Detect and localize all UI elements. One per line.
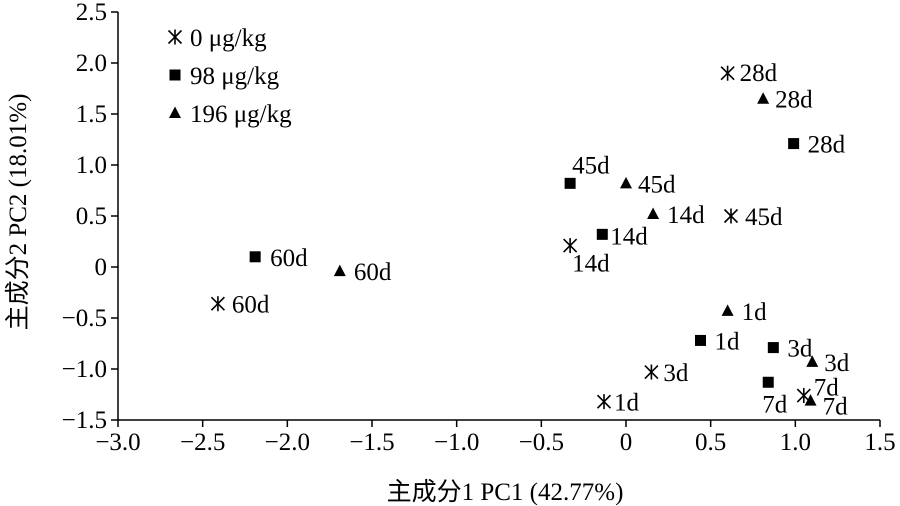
y-axis-title: 主成分2 PC2 (18.01%) bbox=[4, 94, 32, 331]
x-axis-title: 主成分1 PC1 (42.77%) bbox=[387, 478, 624, 506]
legend-item: 196 μg/kg bbox=[169, 101, 292, 128]
square-point bbox=[564, 177, 576, 189]
point-label: 3d bbox=[663, 360, 689, 387]
point-label: 7d bbox=[762, 391, 788, 418]
legend-item: 0 μg/kg bbox=[167, 25, 267, 52]
square-point bbox=[249, 251, 261, 263]
point-label: 28d bbox=[808, 132, 846, 159]
x-tick-label: 1.5 bbox=[864, 429, 895, 456]
square-point bbox=[767, 342, 779, 354]
asterisk-point bbox=[210, 296, 225, 312]
x-tick-label: −3.0 bbox=[95, 429, 140, 456]
legend-asterisk-marker bbox=[167, 29, 183, 45]
square-point bbox=[788, 138, 800, 150]
point-label: 14d bbox=[667, 202, 705, 229]
square-marker-shape bbox=[788, 138, 800, 150]
x-tick-label: −2.0 bbox=[265, 429, 310, 456]
x-tick-label: 0 bbox=[620, 429, 633, 456]
legend-item: 98 μg/kg bbox=[169, 63, 280, 90]
square-marker-shape bbox=[695, 334, 707, 346]
x-tick-label: 1.0 bbox=[780, 429, 811, 456]
triangle-point bbox=[333, 264, 346, 277]
triangle-marker-shape bbox=[721, 304, 734, 316]
y-tick-label: 1.0 bbox=[76, 152, 107, 179]
point-label: 28d bbox=[775, 87, 813, 114]
point-label: 14d bbox=[610, 223, 648, 250]
square-marker-shape bbox=[564, 177, 576, 189]
square-point bbox=[596, 228, 608, 240]
triangle-point bbox=[647, 207, 660, 219]
asterisk-point bbox=[720, 65, 735, 81]
triangle-point bbox=[721, 304, 734, 316]
triangle-point bbox=[757, 92, 770, 104]
point-label: 3d bbox=[824, 350, 850, 377]
square-marker-shape bbox=[596, 228, 608, 240]
point-label: 45d bbox=[745, 204, 783, 231]
point-label: 3d bbox=[787, 336, 813, 363]
point-label: 14d bbox=[572, 251, 610, 278]
legend-triangle-marker bbox=[169, 106, 181, 118]
point-label: 60d bbox=[270, 245, 308, 272]
point-label: 7d bbox=[823, 394, 849, 421]
triangle-marker-shape bbox=[806, 355, 819, 367]
x-tick-label: −1.0 bbox=[434, 429, 479, 456]
square-marker-shape bbox=[249, 251, 261, 263]
axes: −3.0 −2.5 −2.0 −1.5 −1.0 −0.5 0 0.5 1.0 1.5 −1.5 −1… bbox=[62, 0, 896, 456]
square-marker-shape bbox=[169, 69, 181, 81]
point-label: 1d bbox=[715, 328, 741, 355]
point-label: 1d bbox=[614, 390, 640, 417]
point-label: 28d bbox=[740, 60, 778, 87]
square-marker-shape bbox=[762, 376, 774, 388]
legend: 0 μg/kg 98 μg/kg 196 μg/kg bbox=[167, 25, 292, 128]
point-label: 7d bbox=[814, 375, 840, 402]
asterisk-point bbox=[723, 208, 739, 224]
square-point bbox=[762, 376, 774, 388]
triangle-marker-shape bbox=[169, 106, 181, 118]
x-tick-label: −1.5 bbox=[349, 429, 394, 456]
triangle-marker-shape bbox=[757, 92, 770, 104]
triangle-point bbox=[804, 394, 817, 406]
point-label: 60d bbox=[354, 259, 392, 286]
legend-label: 196 μg/kg bbox=[190, 101, 292, 128]
triangle-marker-shape bbox=[647, 207, 660, 219]
point-label: 60d bbox=[232, 292, 270, 319]
y-tick-label: 0.5 bbox=[76, 203, 107, 230]
square-point bbox=[695, 334, 707, 346]
x-tick-label: −0.5 bbox=[519, 429, 564, 456]
triangle-marker-shape bbox=[804, 394, 817, 406]
y-tick-label: 0 bbox=[95, 254, 108, 281]
y-tick-label: 2.0 bbox=[76, 50, 107, 77]
triangle-point bbox=[620, 176, 632, 189]
triangle-marker-shape bbox=[620, 176, 632, 189]
point-label: 45d bbox=[572, 152, 610, 179]
asterisk-point bbox=[563, 238, 578, 254]
triangle-marker-shape bbox=[333, 264, 346, 277]
legend-label: 98 μg/kg bbox=[190, 63, 280, 90]
y-tick-label: 2.5 bbox=[76, 0, 107, 26]
asterisk-point bbox=[644, 364, 659, 380]
y-tick-label: −0.5 bbox=[62, 305, 107, 332]
square-marker-shape bbox=[767, 342, 779, 354]
asterisk-point bbox=[596, 394, 612, 410]
point-label: 45d bbox=[638, 171, 676, 198]
x-tick-label: −2.5 bbox=[180, 429, 225, 456]
legend-square-marker bbox=[169, 69, 181, 81]
triangle-point bbox=[806, 355, 819, 367]
y-tick-label: −1.0 bbox=[62, 356, 107, 383]
point-label: 1d bbox=[742, 299, 768, 326]
y-tick-label: 1.5 bbox=[76, 101, 107, 128]
legend-label: 0 μg/kg bbox=[190, 25, 267, 52]
y-tick-label: −1.5 bbox=[62, 407, 107, 434]
x-tick-label: 0.5 bbox=[695, 429, 726, 456]
